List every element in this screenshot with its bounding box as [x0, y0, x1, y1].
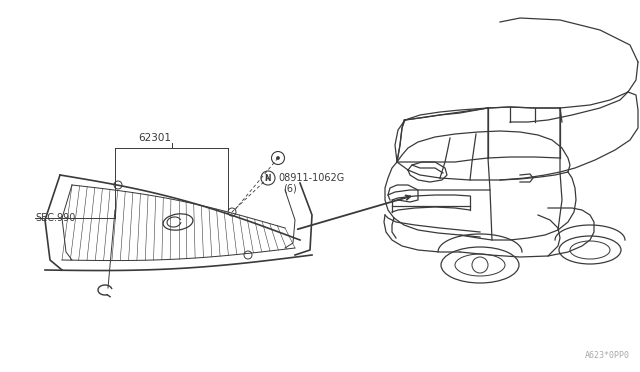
Ellipse shape	[559, 236, 621, 264]
Text: 08911-1062G: 08911-1062G	[278, 173, 344, 183]
Ellipse shape	[163, 214, 193, 230]
Ellipse shape	[441, 247, 519, 283]
Circle shape	[276, 157, 280, 160]
Text: N: N	[265, 173, 271, 183]
Text: SEC.990: SEC.990	[35, 213, 76, 223]
Circle shape	[271, 151, 285, 164]
Text: A623*0PP0: A623*0PP0	[585, 351, 630, 360]
Text: (6): (6)	[283, 183, 297, 193]
Circle shape	[228, 208, 236, 216]
Text: 62301: 62301	[138, 133, 172, 143]
Circle shape	[244, 251, 252, 259]
Circle shape	[114, 181, 122, 189]
Circle shape	[261, 171, 275, 185]
